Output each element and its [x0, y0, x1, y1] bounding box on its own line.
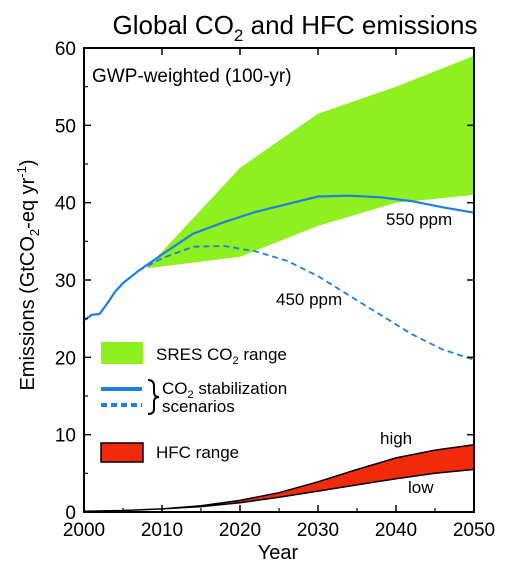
legend-sres-label: SRES CO2 range — [156, 345, 287, 367]
x-tick-label: 2020 — [219, 520, 261, 541]
y-tick-label: 0 — [65, 503, 76, 524]
sres-range-band — [146, 55, 474, 269]
y-tick-label: 20 — [55, 348, 76, 369]
label-450ppm: 450 ppm — [276, 290, 342, 309]
y-tick-label: 30 — [55, 271, 76, 292]
gwp-annotation: GWP-weighted (100-yr) — [92, 66, 292, 87]
x-tick-label: 2040 — [375, 520, 417, 541]
x-axis-label: Year — [258, 542, 299, 564]
legend-scenarios-label: scenarios — [162, 397, 235, 416]
y-tick-label: 60 — [55, 39, 76, 60]
y-axis-label: Emissions (GtCO2-eq yr-1) — [14, 159, 42, 390]
y-tick-label: 40 — [55, 194, 76, 215]
x-tick-label: 2030 — [297, 520, 339, 541]
legend-brace — [147, 379, 160, 415]
x-tick-label: 2050 — [453, 520, 495, 541]
x-tick-label: 2010 — [141, 520, 183, 541]
y-tick-label: 10 — [55, 426, 76, 447]
line-550ppm — [83, 194, 475, 322]
legend-hfc-swatch — [100, 442, 144, 463]
legend-sres-swatch — [101, 342, 143, 364]
legend-stabilization-label: CO2 stabilization — [162, 379, 287, 401]
y-tick-label: 50 — [55, 116, 76, 137]
legend-hfc-label: HFC range — [156, 443, 239, 462]
legend: SRES CO2 range CO2 stabilization scenari… — [100, 342, 287, 463]
label-low: low — [408, 478, 434, 497]
plot-frame — [83, 47, 475, 513]
line-layer — [83, 194, 475, 361]
chart-title: Global CO2 and HFC emissions — [113, 10, 478, 45]
line-450ppm — [138, 245, 475, 361]
label-550ppm: 550 ppm — [386, 210, 452, 229]
label-high: high — [380, 429, 412, 448]
x-tick-label: 2000 — [63, 520, 105, 541]
